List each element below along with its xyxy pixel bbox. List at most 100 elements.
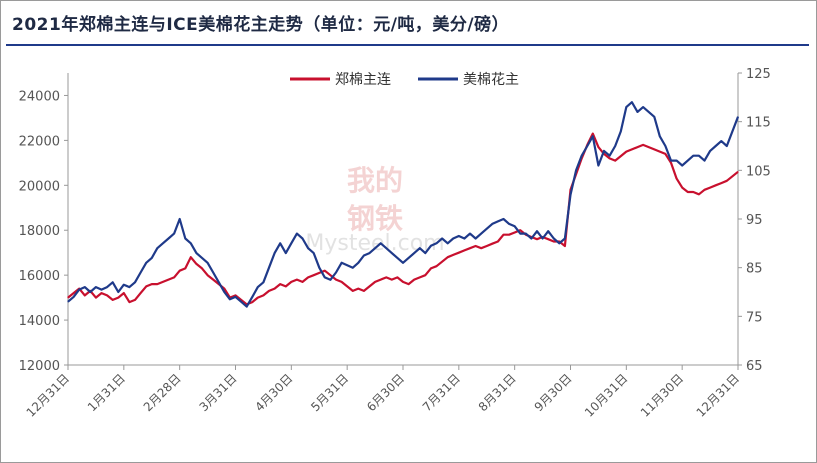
series-1-point <box>156 247 158 249</box>
series-1-point <box>664 145 667 147</box>
series-1-point <box>430 245 432 247</box>
series-0-point <box>117 297 119 299</box>
series-0-point <box>112 299 114 301</box>
left-tick-label: 22000 <box>19 134 60 149</box>
series-1-point <box>609 155 611 157</box>
watermark-line3: Mysteel.com <box>305 231 444 256</box>
series-1-point <box>469 233 471 235</box>
series-1-point <box>201 257 203 259</box>
series-1-point <box>486 228 488 230</box>
series-1-point <box>67 301 69 303</box>
series-0-point <box>514 231 516 234</box>
series-0-point <box>430 267 432 269</box>
series-0-point <box>703 189 706 191</box>
series-0-point <box>374 281 376 283</box>
series-0-point <box>167 279 170 281</box>
left-tick-label: 12000 <box>19 359 60 374</box>
series-1-point <box>162 242 164 244</box>
series-0-point <box>67 297 69 299</box>
series-1-point <box>564 237 566 240</box>
series-1-point <box>179 218 181 220</box>
series-0-point <box>424 274 426 276</box>
series-0-point <box>190 256 192 258</box>
series-1-point <box>128 286 130 288</box>
series-1-point <box>519 233 521 235</box>
x-tick-label: 5月31日 <box>308 371 351 414</box>
series-0-point <box>664 153 667 155</box>
series-1-point <box>676 160 678 162</box>
series-0-point <box>497 240 499 243</box>
series-0-point <box>441 261 443 263</box>
series-0-point <box>737 171 739 173</box>
series-1-point <box>123 284 125 286</box>
series-1-point <box>586 145 588 147</box>
series-0-point <box>597 146 600 148</box>
series-1-point <box>687 160 689 162</box>
series-1-point <box>318 267 320 269</box>
series-0-point <box>346 285 348 287</box>
series-1-point <box>625 106 627 108</box>
watermark-line2: 钢铁 <box>347 202 403 235</box>
series-0-point <box>681 187 683 189</box>
series-0-point <box>653 148 655 150</box>
series-1-point <box>117 291 119 293</box>
series-0-point <box>592 133 594 135</box>
series-1-point <box>709 150 711 152</box>
series-1-point <box>575 169 577 171</box>
series-1-point <box>296 233 298 235</box>
series-0-point <box>145 285 147 287</box>
series-0-point <box>84 294 86 296</box>
series-0-point <box>307 276 309 278</box>
series-1-point <box>737 116 739 118</box>
series-0-point <box>396 276 398 278</box>
series-0-point <box>335 279 337 281</box>
series-0-point <box>341 281 343 283</box>
series-1-point <box>167 237 170 240</box>
series-0-point <box>100 292 103 294</box>
series-0-point <box>195 263 197 265</box>
series-0-point <box>123 292 125 294</box>
x-tick-label: 10月31日 <box>582 371 630 419</box>
x-tick-label: 1月31日 <box>85 371 128 414</box>
series-0-point <box>709 187 711 189</box>
x-tick-label: 11月30日 <box>638 371 686 419</box>
series-1-point <box>100 289 103 291</box>
series-1-point <box>374 247 376 249</box>
series-1-point <box>681 164 683 167</box>
right-tick-label: 65 <box>746 359 763 374</box>
legend-label: 美棉花主 <box>463 71 519 88</box>
series-1-point <box>553 237 555 240</box>
series-1-point <box>631 101 633 103</box>
legend: 郑棉主连 美棉花主 <box>290 71 519 88</box>
series-1-point <box>385 247 387 249</box>
series-1-point <box>234 296 237 298</box>
series-0-point <box>173 276 175 278</box>
series-0-point <box>324 270 326 272</box>
series-1-point <box>140 271 142 274</box>
series-0-point <box>162 281 164 283</box>
right-tick-label: 75 <box>746 310 763 325</box>
series-1-point <box>357 262 359 264</box>
series-0-point <box>128 301 130 303</box>
series-1-point <box>514 225 516 227</box>
series-0-point <box>502 234 505 236</box>
series-1-point <box>285 252 287 254</box>
series-0-point <box>106 294 108 296</box>
series-1-point <box>508 223 510 225</box>
series-1-point <box>301 237 304 240</box>
series-1-point <box>703 160 706 162</box>
series-1-point <box>542 237 544 240</box>
series-1-point <box>731 130 734 132</box>
series-1-point <box>452 237 454 240</box>
series-0-point <box>636 146 639 148</box>
x-tick-label: 12月31日 <box>24 371 72 419</box>
series-1-point <box>279 242 281 244</box>
series-0-point <box>408 283 410 285</box>
series-1-point <box>257 286 259 288</box>
series-1-point <box>653 116 655 118</box>
title-underline <box>6 44 809 46</box>
left-tick-label: 18000 <box>19 224 60 239</box>
series-0-point <box>279 283 281 285</box>
series-1-point <box>458 235 460 237</box>
